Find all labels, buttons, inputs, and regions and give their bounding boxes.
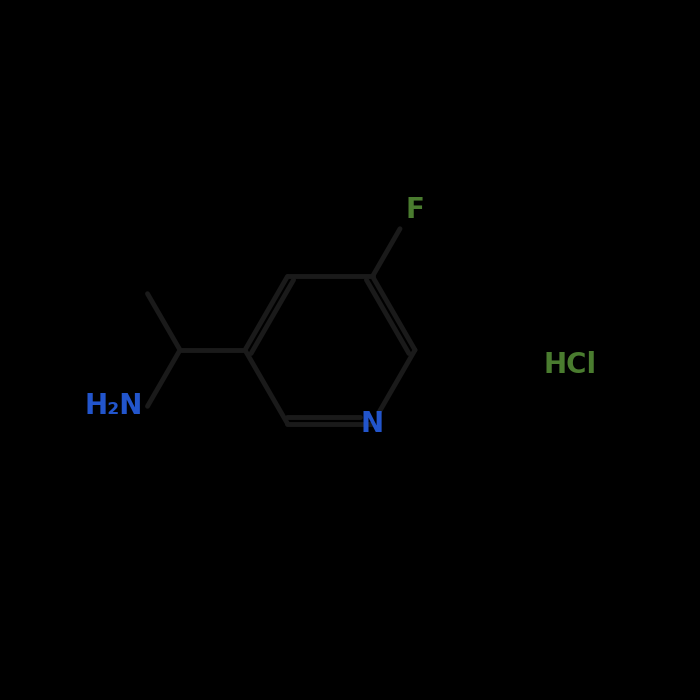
Text: F: F	[405, 196, 424, 224]
Text: N: N	[361, 410, 384, 438]
Text: HCl: HCl	[543, 351, 596, 379]
Text: H₂N: H₂N	[84, 392, 143, 420]
